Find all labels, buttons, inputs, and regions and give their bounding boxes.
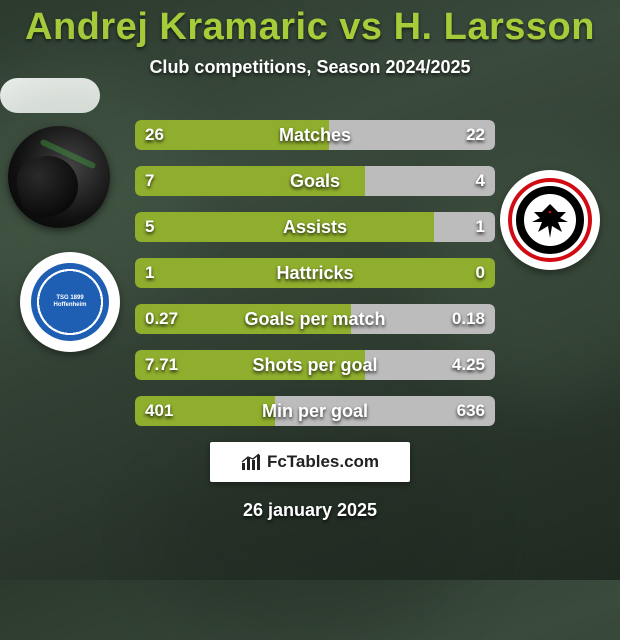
watermark: FcTables.com [210,442,410,482]
player-left-photo [8,126,110,228]
stat-row: 401636Min per goal [135,396,495,426]
stat-row: 74Goals [135,166,495,196]
stat-row: 7.714.25Shots per goal [135,350,495,380]
stat-row: 51Assists [135,212,495,242]
stat-row: 0.270.18Goals per match [135,304,495,334]
stat-row: 10Hattricks [135,258,495,288]
stat-row: 2622Matches [135,120,495,150]
eagle-icon [528,198,572,242]
watermark-text: FcTables.com [267,452,379,472]
stat-label: Matches [135,120,495,150]
club-left-badge: TSG 1899Hoffenheim [20,252,120,352]
stat-label: Hattricks [135,258,495,288]
stats-table: 2622Matches 74Goals 51Assists 10Hattricks 0.… [135,120,495,442]
stat-label: Goals per match [135,304,495,334]
barchart-icon [241,453,261,471]
stat-label: Min per goal [135,396,495,426]
stat-label: Shots per goal [135,350,495,380]
stat-label: Assists [135,212,495,242]
club-right-badge [500,170,600,270]
comparison-title: Andrej Kramaric vs H. Larsson [0,0,620,49]
stat-label: Goals [135,166,495,196]
comparison-date: 26 january 2025 [0,500,620,521]
